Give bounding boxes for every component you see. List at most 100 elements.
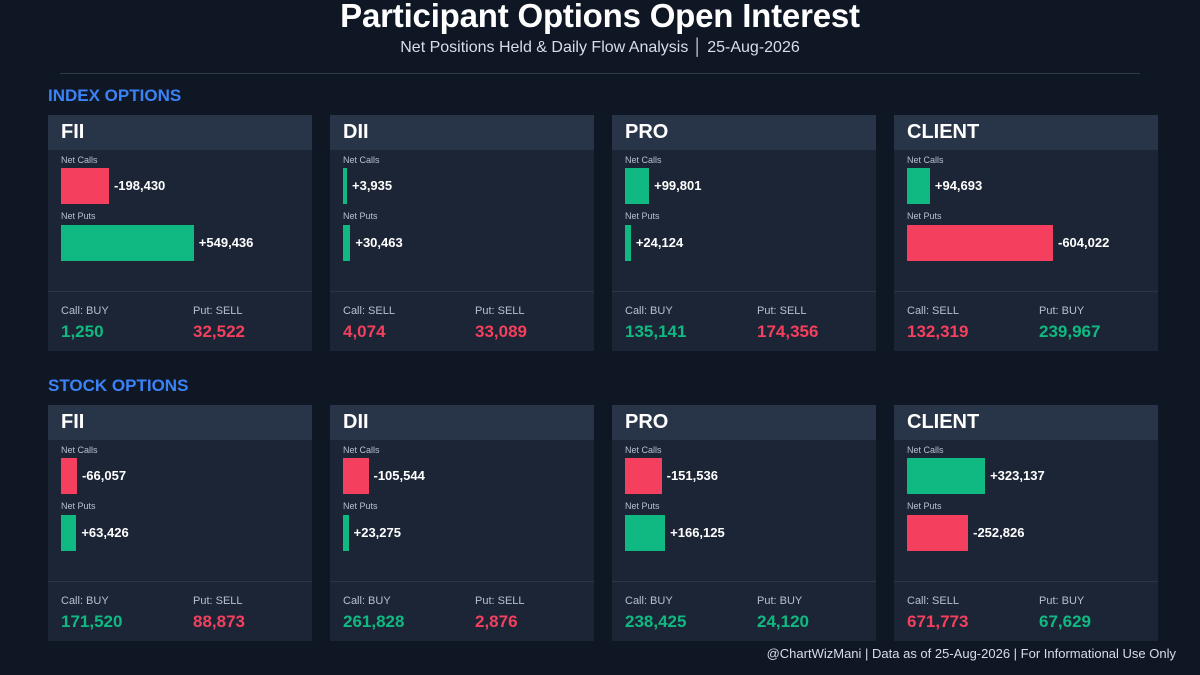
net-puts-label: Net Puts <box>625 501 660 511</box>
net-calls-value: +323,137 <box>990 468 1045 483</box>
net-puts-bar <box>343 225 351 261</box>
net-puts-bar <box>61 515 77 551</box>
card-divider <box>330 291 594 292</box>
net-calls-bar <box>907 458 986 494</box>
card-title: FII <box>48 405 312 440</box>
card-divider <box>894 581 1158 582</box>
put-flow-label: Put: BUY <box>1039 305 1085 317</box>
net-calls-label: Net Calls <box>343 445 380 455</box>
net-puts-bar <box>343 515 349 551</box>
net-puts-label: Net Puts <box>343 211 378 221</box>
net-calls-label: Net Calls <box>907 445 944 455</box>
put-flow-value: 2,876 <box>475 612 518 631</box>
card-divider <box>612 291 876 292</box>
section-label-index-options: INDEX OPTIONS <box>48 86 182 105</box>
put-flow-value: 239,967 <box>1039 322 1101 341</box>
net-calls-label: Net Calls <box>343 155 380 165</box>
page-subtitle: Net Positions Held & Daily Flow Analysis… <box>400 39 800 56</box>
card-stock-options-fii: FII Net Calls -66,057 Net Puts +63,426 Call: … <box>48 405 312 641</box>
call-flow-label: Call: SELL <box>907 305 959 317</box>
net-puts-label: Net Puts <box>61 211 96 221</box>
put-flow-value: 174,356 <box>757 322 819 341</box>
page-title: Participant Options Open Interest <box>340 0 860 34</box>
put-flow-value: 67,629 <box>1039 612 1091 631</box>
footer-note: @ChartWizMani | Data as of 25-Aug-2026 |… <box>766 646 1176 661</box>
put-flow-value: 33,089 <box>475 322 527 341</box>
net-puts-bar <box>907 225 1053 261</box>
card-stock-options-pro: PRO Net Calls -151,536 Net Puts +166,125 Call… <box>612 405 876 641</box>
net-puts-label: Net Puts <box>343 501 378 511</box>
net-puts-value: -604,022 <box>1058 235 1110 250</box>
net-puts-label: Net Puts <box>61 501 96 511</box>
net-calls-value: -151,536 <box>666 468 718 483</box>
call-flow-value: 135,141 <box>625 322 687 341</box>
card-title: DII <box>330 405 594 440</box>
net-puts-bar <box>625 225 631 261</box>
net-puts-value: -252,826 <box>973 525 1025 540</box>
call-flow-label: Call: BUY <box>61 305 109 317</box>
net-calls-bar <box>61 168 109 204</box>
put-flow-label: Put: SELL <box>475 305 525 317</box>
net-puts-value: +166,125 <box>670 525 725 540</box>
net-calls-value: +3,935 <box>352 178 393 193</box>
card-index-options-dii: DII Net Calls +3,935 Net Puts +30,463 Call: S… <box>330 115 594 351</box>
card-divider <box>48 291 312 292</box>
net-calls-bar <box>625 458 662 494</box>
call-flow-label: Call: SELL <box>343 305 395 317</box>
net-puts-value: +549,436 <box>198 235 254 250</box>
net-calls-label: Net Calls <box>907 155 944 165</box>
net-calls-value: -66,057 <box>81 468 127 483</box>
net-calls-value: -105,544 <box>373 468 425 483</box>
net-puts-value: +30,463 <box>355 235 403 250</box>
net-calls-value: +99,801 <box>654 178 702 193</box>
card-divider <box>894 291 1158 292</box>
put-flow-label: Put: SELL <box>757 305 807 317</box>
call-flow-value: 671,773 <box>907 612 969 631</box>
net-puts-bar <box>625 515 666 551</box>
call-flow-label: Call: BUY <box>343 595 391 607</box>
card-title: FII <box>48 115 312 150</box>
net-calls-bar <box>343 458 369 494</box>
net-calls-bar <box>343 168 347 204</box>
call-flow-label: Call: BUY <box>625 595 673 607</box>
net-puts-value: +63,426 <box>81 525 129 540</box>
card-title: DII <box>330 115 594 150</box>
section-label-stock-options: STOCK OPTIONS <box>48 376 189 395</box>
net-calls-label: Net Calls <box>61 445 98 455</box>
put-flow-value: 88,873 <box>193 612 245 631</box>
put-flow-label: Put: SELL <box>193 595 243 607</box>
card-title: CLIENT <box>894 115 1158 150</box>
card-divider <box>330 581 594 582</box>
net-calls-bar <box>907 168 930 204</box>
card-stock-options-client: CLIENT Net Calls +323,137 Net Puts -252,826 C… <box>894 405 1158 641</box>
net-calls-bar <box>625 168 650 204</box>
card-divider <box>612 581 876 582</box>
card-title: PRO <box>612 115 876 150</box>
put-flow-label: Put: SELL <box>193 305 243 317</box>
card-stock-options-dii: DII Net Calls -105,544 Net Puts +23,275 Call:… <box>330 405 594 641</box>
net-puts-value: +23,275 <box>353 525 401 540</box>
net-calls-bar <box>61 458 77 494</box>
net-puts-label: Net Puts <box>907 501 942 511</box>
put-flow-value: 24,120 <box>757 612 809 631</box>
call-flow-value: 171,520 <box>61 612 123 631</box>
net-puts-bar <box>61 225 194 261</box>
put-flow-label: Put: BUY <box>757 595 803 607</box>
put-flow-value: 32,522 <box>193 322 245 341</box>
net-calls-label: Net Calls <box>61 155 98 165</box>
net-puts-label: Net Puts <box>625 211 660 221</box>
net-puts-value: +24,124 <box>635 235 684 250</box>
card-divider <box>48 581 312 582</box>
put-flow-label: Put: BUY <box>1039 595 1085 607</box>
net-calls-label: Net Calls <box>625 155 662 165</box>
net-calls-value: +94,693 <box>934 178 983 193</box>
call-flow-value: 4,074 <box>343 322 386 341</box>
net-calls-value: -198,430 <box>113 178 166 193</box>
net-calls-label: Net Calls <box>625 445 662 455</box>
call-flow-value: 261,828 <box>343 612 405 631</box>
call-flow-value: 1,250 <box>61 322 104 341</box>
put-flow-label: Put: SELL <box>475 595 525 607</box>
call-flow-label: Call: BUY <box>625 305 673 317</box>
card-index-options-client: CLIENT Net Calls +94,693 Net Puts -604,022 Ca… <box>894 115 1158 351</box>
header-divider <box>60 73 1140 74</box>
